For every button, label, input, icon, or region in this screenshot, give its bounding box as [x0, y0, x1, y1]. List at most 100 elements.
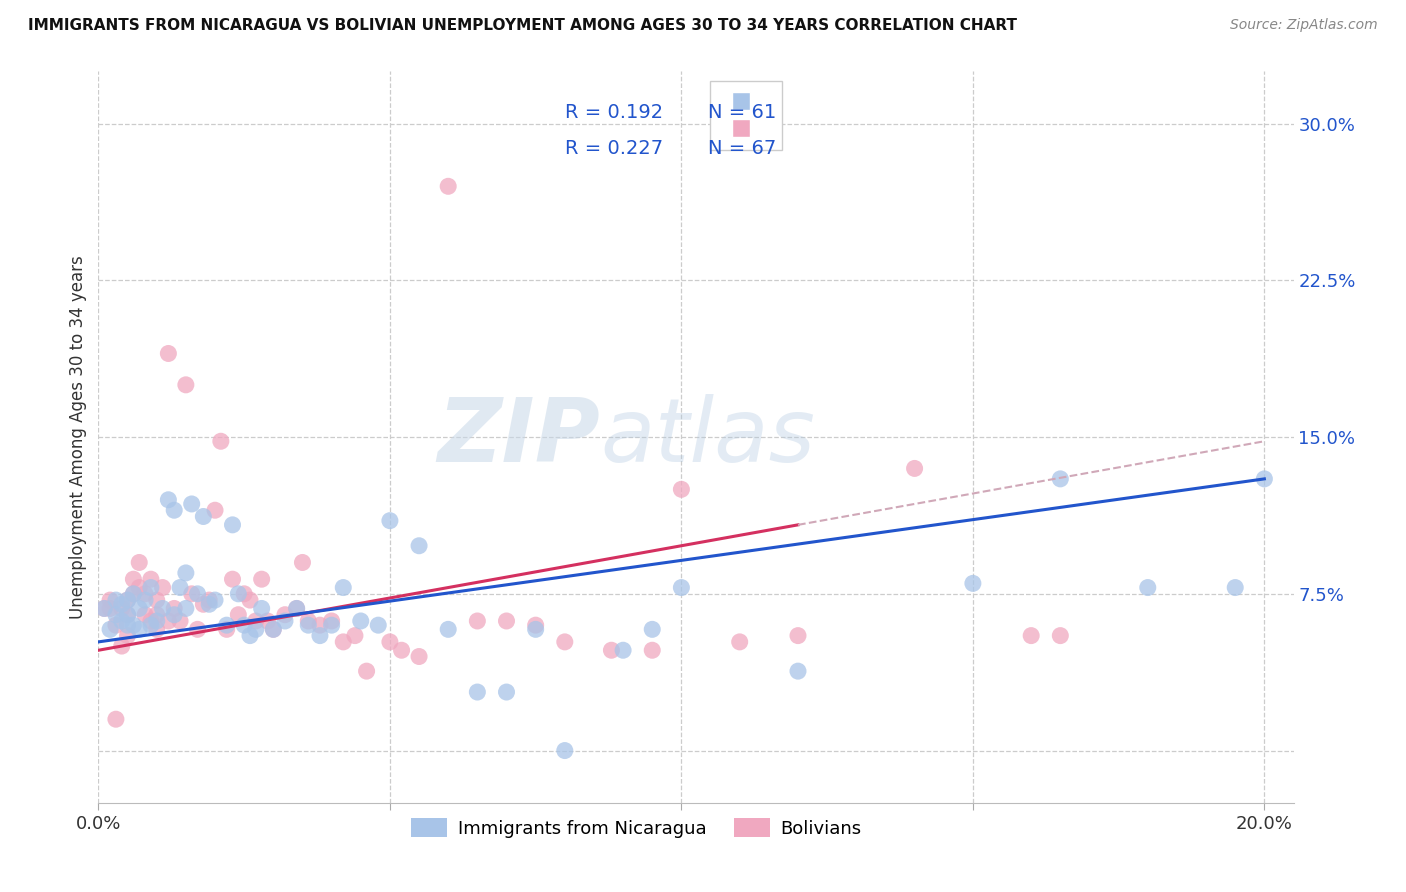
Point — [495, 685, 517, 699]
Point — [262, 623, 284, 637]
Point — [228, 607, 250, 622]
Point — [1019, 629, 1042, 643]
Point — [111, 614, 134, 628]
Point — [524, 618, 547, 632]
Point — [104, 712, 127, 726]
Point — [408, 649, 430, 664]
Point — [321, 618, 343, 632]
Text: IMMIGRANTS FROM NICARAGUA VS BOLIVIAN UNEMPLOYMENT AMONG AGES 30 TO 34 YEARS COR: IMMIGRANTS FROM NICARAGUA VS BOLIVIAN UN… — [28, 18, 1017, 33]
Text: Source: ZipAtlas.com: Source: ZipAtlas.com — [1230, 18, 1378, 32]
Point — [169, 581, 191, 595]
Point — [163, 503, 186, 517]
Text: N = 61: N = 61 — [709, 103, 776, 122]
Text: atlas: atlas — [600, 394, 815, 480]
Point — [467, 614, 489, 628]
Point — [343, 629, 366, 643]
Point — [157, 614, 180, 628]
Point — [612, 643, 634, 657]
Text: R = 0.227: R = 0.227 — [565, 138, 662, 158]
Point — [671, 483, 693, 497]
Point — [128, 623, 150, 637]
Point — [378, 514, 401, 528]
Point — [98, 601, 121, 615]
Point — [198, 597, 221, 611]
Point — [122, 587, 145, 601]
Point — [93, 601, 115, 615]
Point — [332, 635, 354, 649]
Point — [233, 587, 256, 601]
Point — [245, 623, 267, 637]
Point — [291, 556, 314, 570]
Point — [262, 623, 284, 637]
Point — [962, 576, 984, 591]
Point — [98, 623, 121, 637]
Point — [256, 614, 278, 628]
Point — [1049, 472, 1071, 486]
Point — [221, 517, 243, 532]
Point — [233, 618, 256, 632]
Point — [186, 623, 208, 637]
Point — [297, 614, 319, 628]
Point — [239, 629, 262, 643]
Point — [139, 614, 162, 628]
Point — [139, 572, 162, 586]
Point — [1136, 581, 1159, 595]
Point — [174, 377, 197, 392]
Point — [145, 607, 167, 622]
Point — [139, 581, 162, 595]
Point — [117, 618, 139, 632]
Point — [122, 572, 145, 586]
Point — [356, 664, 378, 678]
Point — [111, 639, 134, 653]
Point — [245, 614, 267, 628]
Text: N = 67: N = 67 — [709, 138, 776, 158]
Point — [198, 593, 221, 607]
Point — [309, 629, 332, 643]
Point — [641, 643, 664, 657]
Point — [204, 593, 226, 607]
Point — [180, 497, 202, 511]
Point — [139, 618, 162, 632]
Point — [641, 623, 664, 637]
Point — [117, 593, 139, 607]
Point — [117, 593, 139, 607]
Point — [250, 572, 273, 586]
Point — [408, 539, 430, 553]
Point — [787, 629, 810, 643]
Point — [228, 587, 250, 601]
Point — [93, 601, 115, 615]
Point — [174, 566, 197, 580]
Point — [297, 618, 319, 632]
Point — [128, 581, 150, 595]
Point — [321, 614, 343, 628]
Point — [163, 601, 186, 615]
Point — [600, 643, 623, 657]
Point — [157, 492, 180, 507]
Point — [378, 635, 401, 649]
Point — [554, 635, 576, 649]
Point — [309, 618, 332, 632]
Point — [98, 593, 121, 607]
Point — [186, 587, 208, 601]
Point — [145, 614, 167, 628]
Point — [128, 601, 150, 615]
Point — [104, 618, 127, 632]
Point — [134, 587, 156, 601]
Point — [169, 614, 191, 628]
Point — [117, 607, 139, 622]
Point — [467, 685, 489, 699]
Point — [117, 607, 139, 622]
Point — [391, 643, 413, 657]
Point — [285, 601, 308, 615]
Point — [128, 556, 150, 570]
Point — [221, 572, 243, 586]
Point — [180, 587, 202, 601]
Point — [350, 614, 373, 628]
Point — [117, 629, 139, 643]
Point — [152, 601, 174, 615]
Point — [787, 664, 810, 678]
Point — [285, 601, 308, 615]
Point — [367, 618, 389, 632]
Point — [157, 346, 180, 360]
Point — [239, 593, 262, 607]
